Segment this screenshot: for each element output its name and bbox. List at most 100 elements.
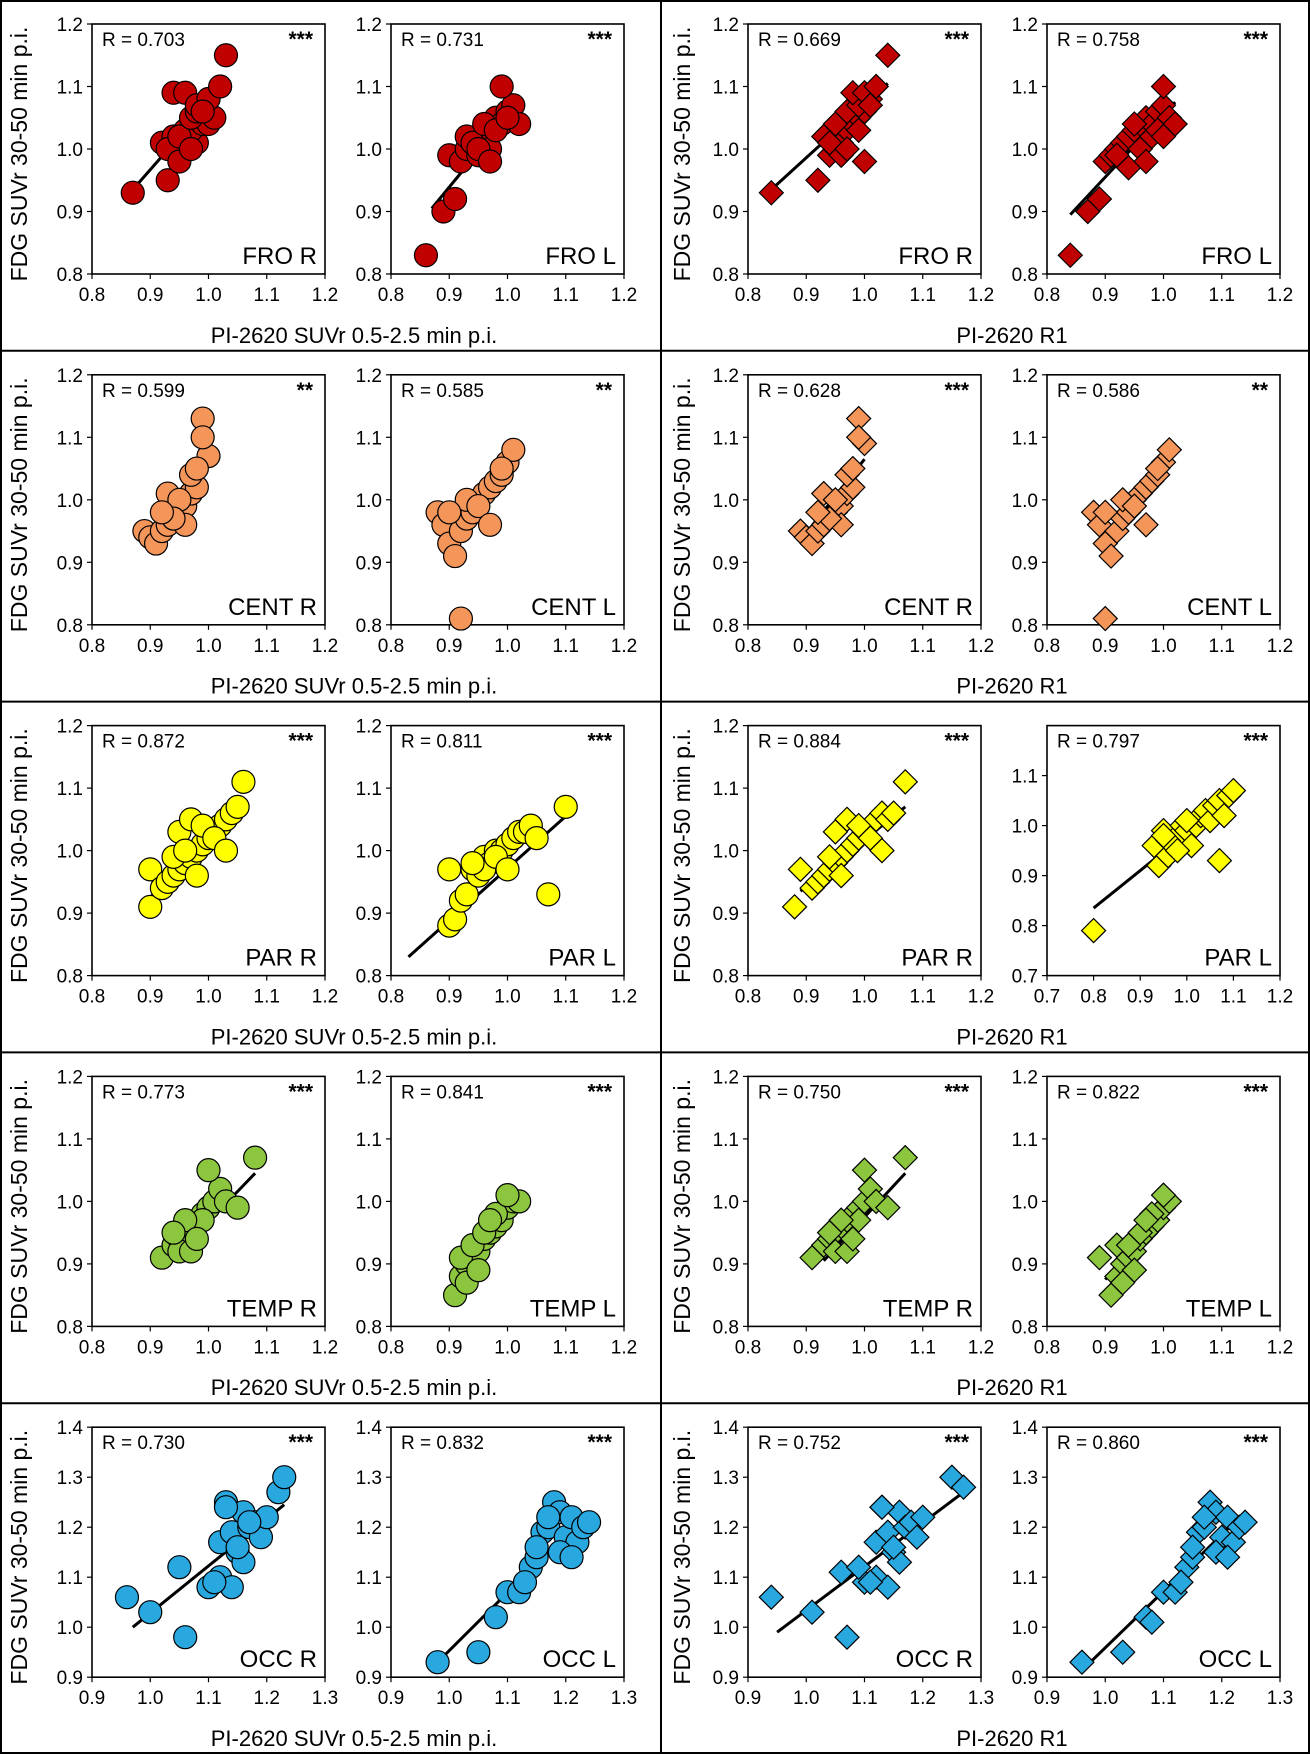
panel-occ-l: 0.9 1.0 1.1 1.2 1.3 1.4 0.9 1.0 1.1 1.2 1.3 R = 0.8…	[1012, 1418, 1294, 1709]
x-tick-label: 1.3	[968, 1688, 994, 1709]
data-point	[1150, 73, 1177, 100]
y-tick-label: 0.9	[57, 1668, 83, 1689]
x-tick-label: 1.2	[312, 987, 338, 1008]
data-point	[1144, 455, 1171, 482]
correlation-label: R = 0.730	[102, 1433, 185, 1454]
y-tick-label: 0.9	[1012, 553, 1038, 574]
significance-label: ***	[587, 28, 612, 51]
x-tick-label: 0.7	[1034, 987, 1060, 1008]
y-tick-label: 1.1	[356, 78, 382, 99]
y-axis-title: FDG SUVr 30-50 min p.i.	[669, 1430, 695, 1685]
y-tick-label: 1.1	[1012, 767, 1038, 788]
data-point	[1173, 807, 1200, 834]
data-point	[1133, 1207, 1159, 1233]
y-tick-label: 1.1	[1012, 1568, 1038, 1589]
significance-label: **	[596, 379, 613, 402]
y-tick-label: 0.9	[356, 203, 382, 224]
region-label: PAR L	[1204, 945, 1272, 972]
x-tick-label: 1.0	[137, 1688, 163, 1709]
x-tick-label: 1.0	[1150, 285, 1176, 306]
data-point	[161, 1220, 186, 1245]
data-point	[425, 1650, 450, 1675]
data-point	[1179, 1534, 1206, 1561]
data-point	[869, 837, 895, 864]
region-label: TEMP R	[227, 1295, 317, 1322]
x-tick-label: 1.0	[851, 636, 877, 657]
panel-occ-l: 0.9 1.0 1.1 1.2 1.3 1.4 0.9 1.0 1.1 1.2 1.3 R = 0.8…	[356, 1418, 638, 1709]
x-tick-label: 0.9	[436, 285, 462, 306]
x-axis-title: PI-2620 R1	[956, 674, 1067, 699]
x-tick-label: 1.0	[494, 636, 520, 657]
y-tick-label: 1.1	[356, 1130, 382, 1151]
x-tick-label: 1.1	[254, 636, 280, 657]
y-tick-label: 1.0	[57, 1618, 83, 1639]
panel-temp-l: 0.8 0.9 1.0 1.1 1.2 0.8 0.9 1.0 1.1 1.2 R = 0.841 *…	[356, 1067, 638, 1358]
significance-label: ***	[944, 730, 969, 753]
panel-cent-r: 0.8 0.9 1.0 1.1 1.2 0.8 0.9 1.0 1.1 1.2 R = 0.628 *…	[713, 366, 995, 657]
x-tick-label: 0.8	[378, 636, 404, 657]
x-tick-label: 0.8	[79, 987, 105, 1008]
y-tick-label: 0.9	[713, 1668, 739, 1689]
data-point	[114, 1585, 140, 1610]
data-point	[184, 1226, 209, 1252]
x-axis-title: PI-2620 R1	[956, 1375, 1067, 1400]
y-tick-label: 1.2	[713, 15, 739, 36]
y-tick-label: 1.2	[713, 1518, 739, 1539]
significance-label: **	[297, 379, 314, 402]
data-point	[138, 857, 163, 882]
y-tick-label: 0.9	[1012, 1668, 1038, 1689]
y-tick-label: 0.9	[1012, 1255, 1038, 1276]
y-axis-title: FDG SUVr 30-50 min p.i.	[669, 728, 695, 983]
data-point	[1057, 242, 1084, 269]
x-axis-title: PI-2620 R1	[956, 1024, 1067, 1049]
x-tick-label: 1.2	[1267, 987, 1293, 1008]
y-tick-label: 1.2	[1012, 1518, 1038, 1539]
y-tick-label: 1.0	[356, 140, 382, 161]
region-label: OCC R	[896, 1646, 973, 1673]
x-tick-label: 1.3	[312, 1688, 338, 1709]
y-tick-label: 1.0	[1012, 491, 1038, 512]
y-tick-label: 1.2	[57, 717, 83, 738]
y-tick-label: 0.8	[713, 1317, 739, 1338]
y-tick-label: 0.9	[1012, 203, 1038, 224]
x-tick-label: 1.1	[910, 1337, 936, 1358]
y-tick-label: 1.1	[713, 779, 739, 800]
x-tick-label: 1.2	[611, 636, 637, 657]
panel-temp-r: 0.8 0.9 1.0 1.1 1.2 0.8 0.9 1.0 1.1 1.2 R = 0.750 *…	[713, 1067, 995, 1358]
data-point	[851, 148, 878, 175]
data-point	[845, 117, 872, 144]
x-tick-label: 1.2	[1267, 1337, 1293, 1358]
y-axis-title: FDG SUVr 30-50 min p.i.	[6, 1079, 32, 1334]
x-tick-label: 1.3	[611, 1688, 637, 1709]
y-tick-label: 0.8	[1012, 917, 1038, 938]
data-point	[851, 1157, 878, 1183]
data-point	[466, 1258, 491, 1283]
y-axis-title: FDG SUVr 30-50 min p.i.	[669, 377, 695, 632]
region-label: CENT L	[531, 594, 616, 621]
significance-label: ***	[944, 1431, 969, 1454]
y-tick-label: 1.1	[57, 1568, 83, 1589]
data-point	[1133, 511, 1159, 538]
x-tick-label: 0.8	[378, 285, 404, 306]
x-tick-label: 1.1	[1209, 1337, 1235, 1358]
y-tick-label: 1.0	[57, 491, 83, 512]
data-point	[787, 856, 814, 883]
y-tick-label: 1.4	[1012, 1418, 1039, 1439]
panel-fro-r: 0.8 0.9 1.0 1.1 1.2 0.8 0.9 1.0 1.1 1.2 R = 0.703 *…	[57, 15, 339, 306]
correlation-label: R = 0.884	[758, 732, 841, 753]
y-tick-label: 1.0	[1012, 1192, 1038, 1213]
y-tick-label: 1.0	[57, 842, 83, 863]
x-tick-label: 1.1	[910, 987, 936, 1008]
plot-area	[91, 1426, 326, 1678]
data-point	[892, 769, 919, 795]
x-tick-label: 0.9	[137, 285, 163, 306]
data-point	[834, 136, 860, 162]
data-point	[138, 1600, 163, 1625]
data-point	[950, 1474, 977, 1501]
data-point	[1121, 493, 1148, 519]
y-tick-label: 1.0	[1012, 1618, 1038, 1639]
data-point	[1086, 186, 1113, 212]
significance-label: ***	[288, 28, 313, 51]
data-point	[536, 882, 561, 907]
data-point	[495, 1183, 520, 1208]
